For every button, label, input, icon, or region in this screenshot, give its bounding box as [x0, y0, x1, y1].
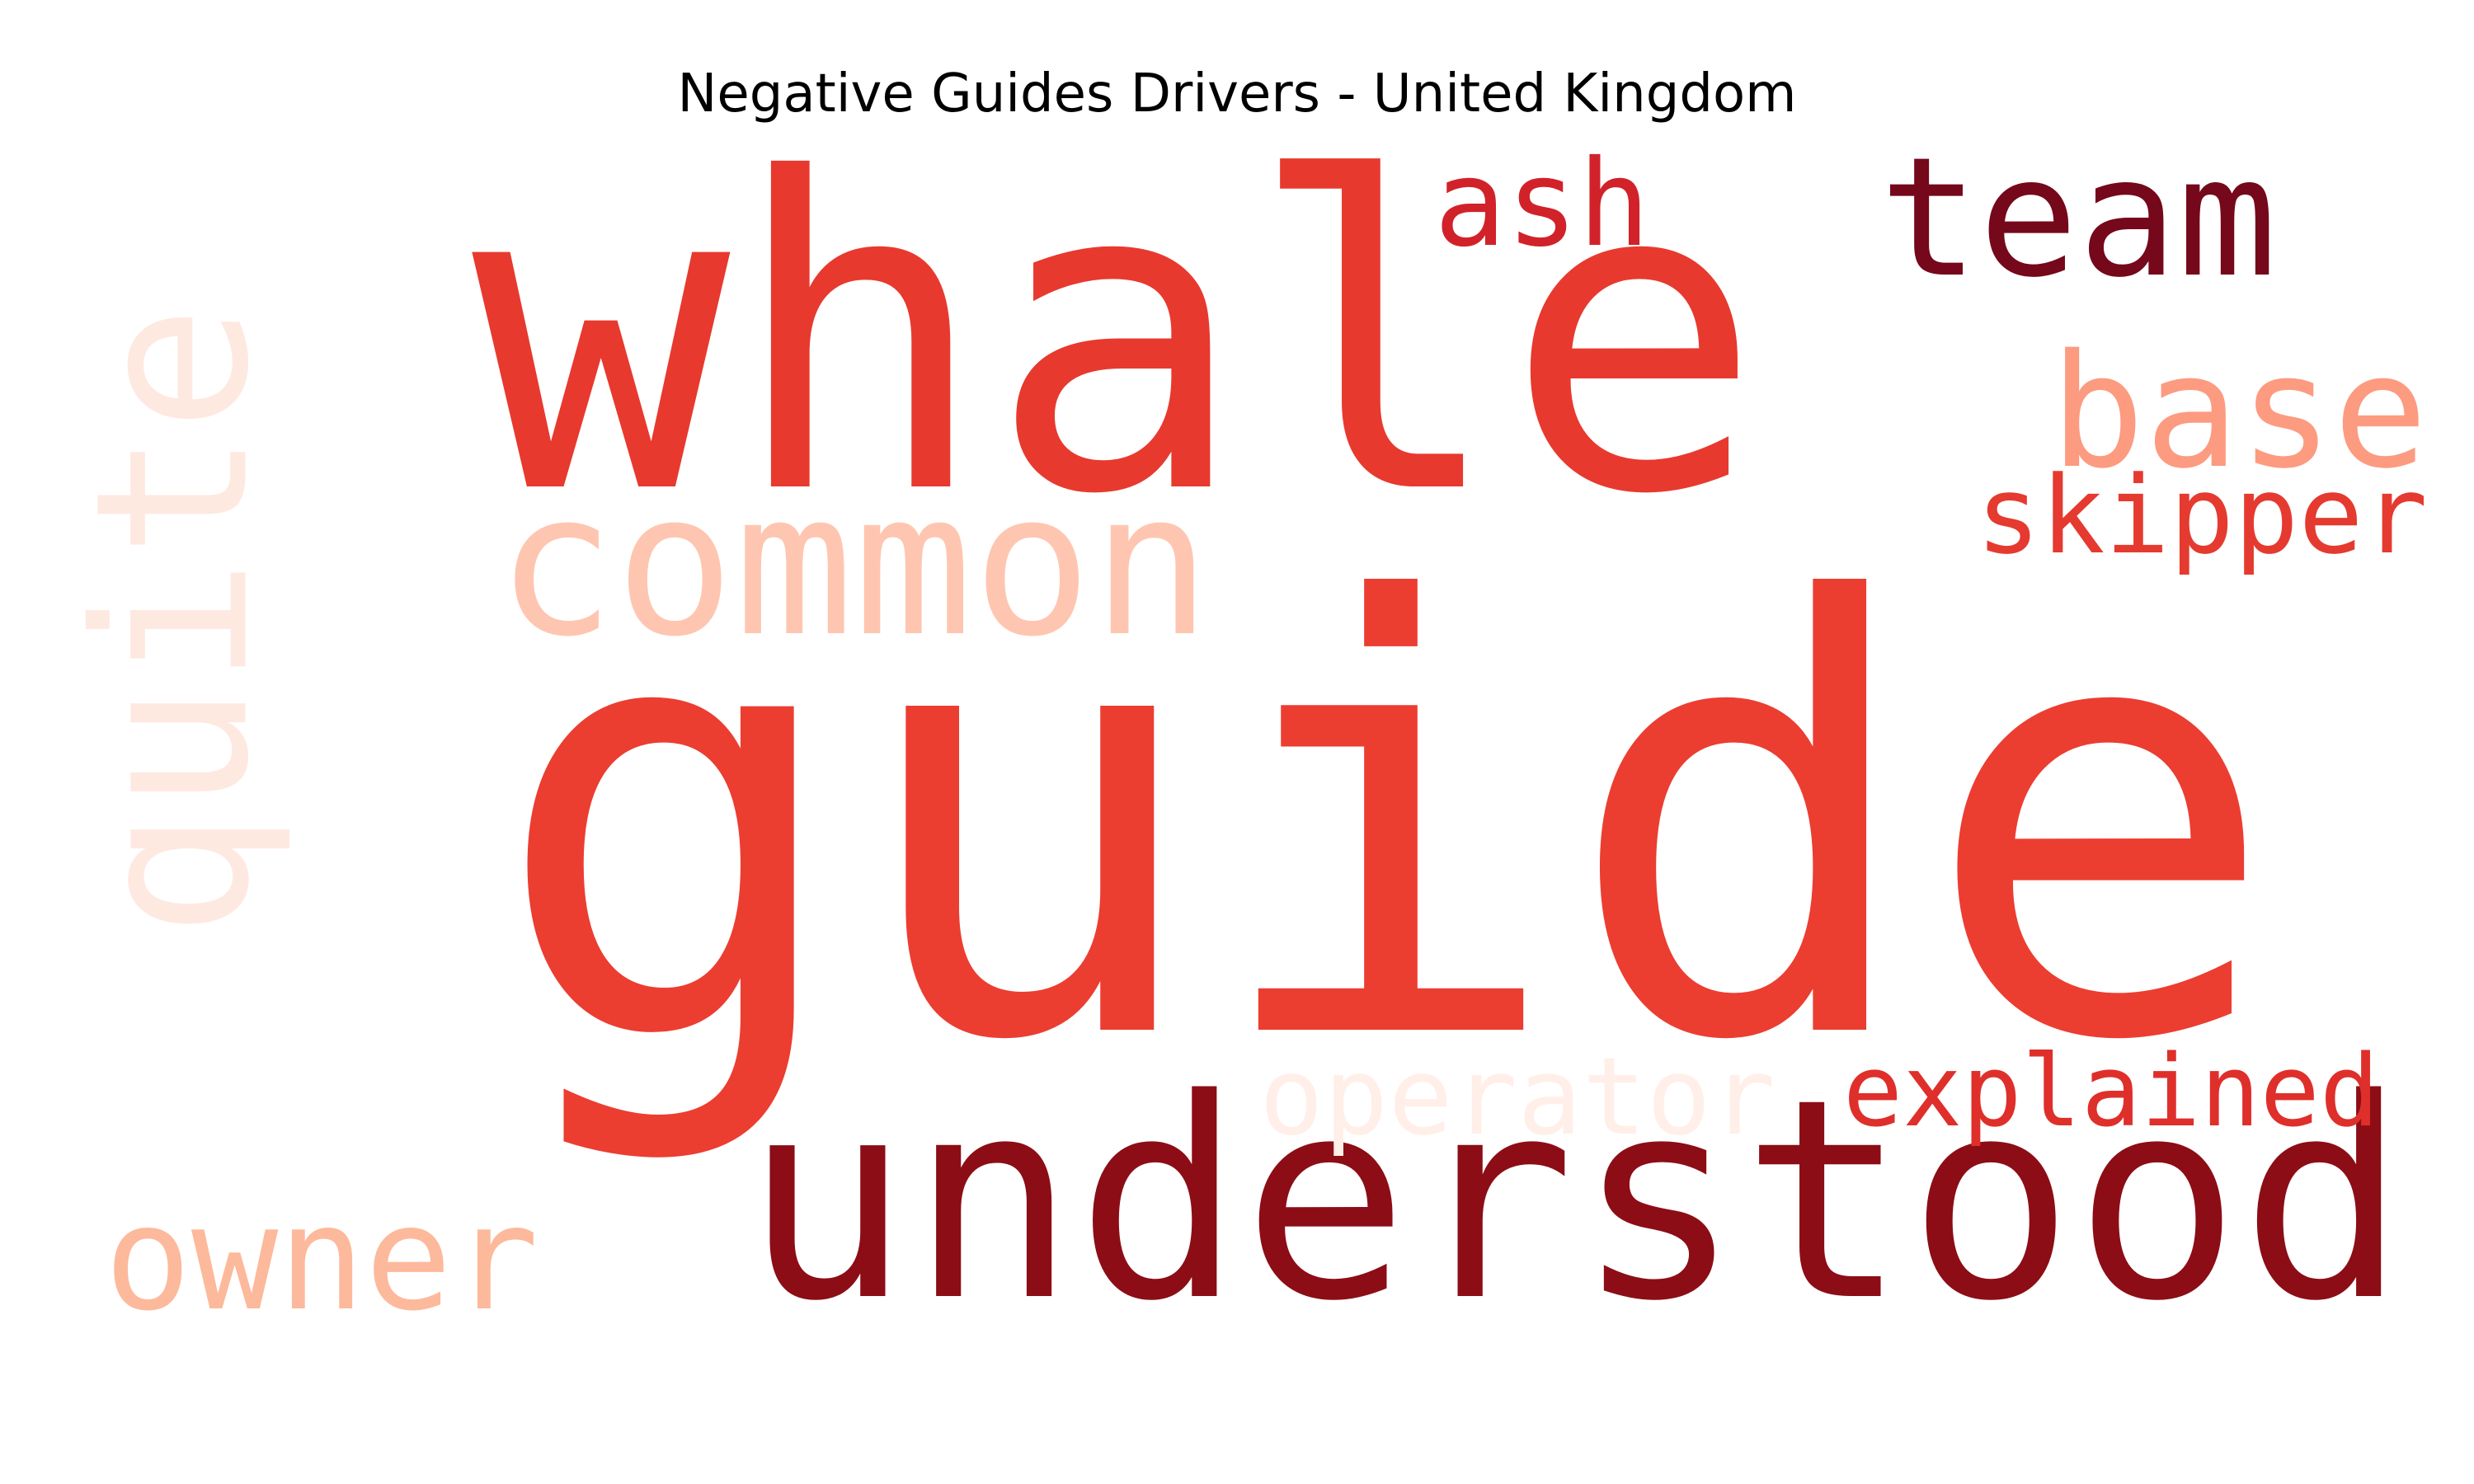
- word-skipper: skipper: [1976, 453, 2428, 578]
- word-common: common: [496, 449, 1211, 680]
- word-operator: operator: [1258, 1034, 1776, 1159]
- word-guide: guide: [492, 479, 2279, 1170]
- word-ash: ash: [1434, 134, 1650, 274]
- word-whale: whale: [472, 88, 1763, 588]
- word-quite: quite: [50, 304, 296, 938]
- word-understood: understood: [743, 1040, 2407, 1362]
- word-owner: owner: [104, 1176, 539, 1343]
- word-base: base: [2050, 321, 2428, 503]
- page-title: Negative Guides Drivers - United Kingdom: [677, 63, 1797, 124]
- word-explained: explained: [1842, 1035, 2380, 1149]
- word-team: team: [1879, 122, 2277, 314]
